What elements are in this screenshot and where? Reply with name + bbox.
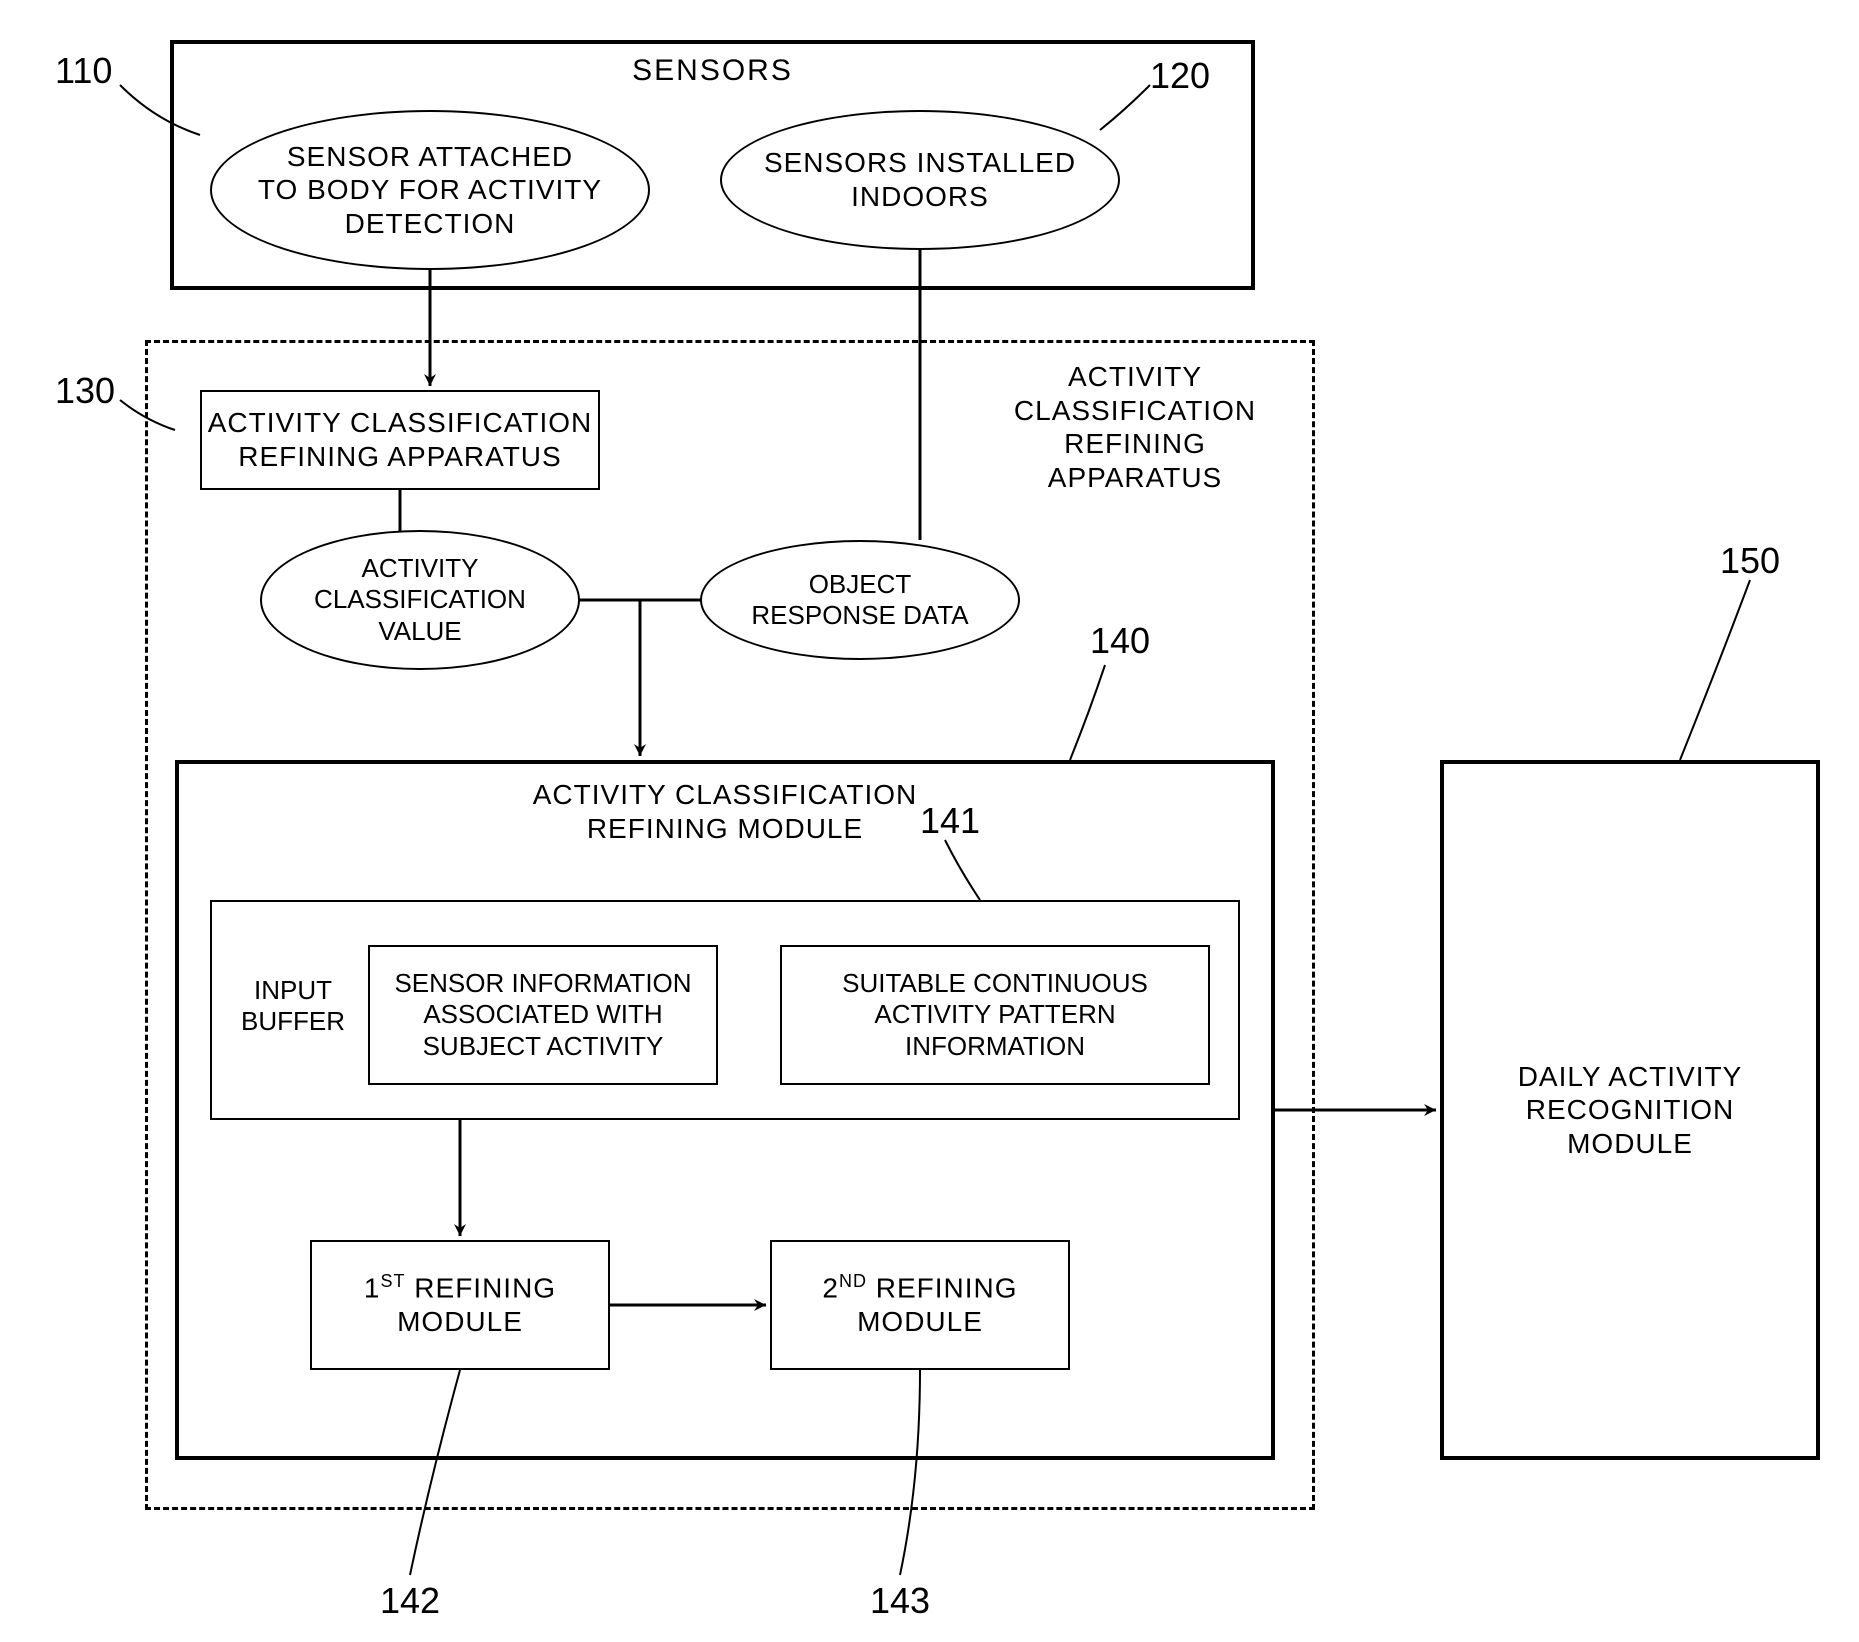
ref-143: 143 — [870, 1580, 930, 1622]
second-refine-text: 2ND REFININGMODULE — [822, 1271, 1017, 1339]
refining-module-title: ACTIVITY CLASSIFICATIONREFINING MODULE — [533, 778, 917, 845]
refining-apparatus-box: ACTIVITY CLASSIFICATIONREFINING APPARATU… — [200, 390, 600, 490]
sensor-info-text: SENSOR INFORMATIONASSOCIATED WITHSUBJECT… — [394, 968, 691, 1062]
refining-apparatus-text: ACTIVITY CLASSIFICATIONREFINING APPARATU… — [208, 406, 592, 473]
pattern-info-text: SUITABLE CONTINUOUSACTIVITY PATTERNINFOR… — [842, 968, 1148, 1062]
sensors-indoors-ellipse: SENSORS INSTALLEDINDOORS — [720, 110, 1120, 250]
input-buffer-text: INPUTBUFFER — [228, 975, 358, 1037]
activity-value-ellipse: ACTIVITYCLASSIFICATIONVALUE — [260, 530, 580, 670]
daily-module-text: DAILY ACTIVITYRECOGNITIONMODULE — [1518, 1060, 1743, 1161]
sensors-title: SENSORS — [632, 54, 793, 88]
dashed-container-title: ACTIVITYCLASSIFICATIONREFININGAPPARATUS — [990, 360, 1280, 494]
pattern-info-box: SUITABLE CONTINUOUSACTIVITY PATTERNINFOR… — [780, 945, 1210, 1085]
ref-142: 142 — [380, 1580, 440, 1622]
ref-140: 140 — [1090, 620, 1150, 662]
activity-value-text: ACTIVITYCLASSIFICATIONVALUE — [314, 553, 526, 647]
sensor-body-ellipse: SENSOR ATTACHEDTO BODY FOR ACTIVITYDETEC… — [210, 110, 650, 270]
ref-130: 130 — [55, 370, 115, 412]
ref-150: 150 — [1720, 540, 1780, 582]
diagram-canvas: SENSORS SENSOR ATTACHEDTO BODY FOR ACTIV… — [0, 0, 1859, 1642]
ref-110: 110 — [55, 50, 112, 92]
ref-120: 120 — [1150, 55, 1210, 97]
first-refine-text: 1ST REFININGMODULE — [364, 1271, 556, 1339]
second-refine-box: 2ND REFININGMODULE — [770, 1240, 1070, 1370]
sensors-indoors-text: SENSORS INSTALLEDINDOORS — [764, 146, 1076, 213]
sensor-body-text: SENSOR ATTACHEDTO BODY FOR ACTIVITYDETEC… — [258, 140, 602, 241]
first-refine-box: 1ST REFININGMODULE — [310, 1240, 610, 1370]
daily-module-box: DAILY ACTIVITYRECOGNITIONMODULE — [1440, 760, 1820, 1460]
object-response-ellipse: OBJECTRESPONSE DATA — [700, 540, 1020, 660]
sensor-info-box: SENSOR INFORMATIONASSOCIATED WITHSUBJECT… — [368, 945, 718, 1085]
ref-141: 141 — [920, 800, 980, 842]
object-response-text: OBJECTRESPONSE DATA — [751, 569, 968, 631]
